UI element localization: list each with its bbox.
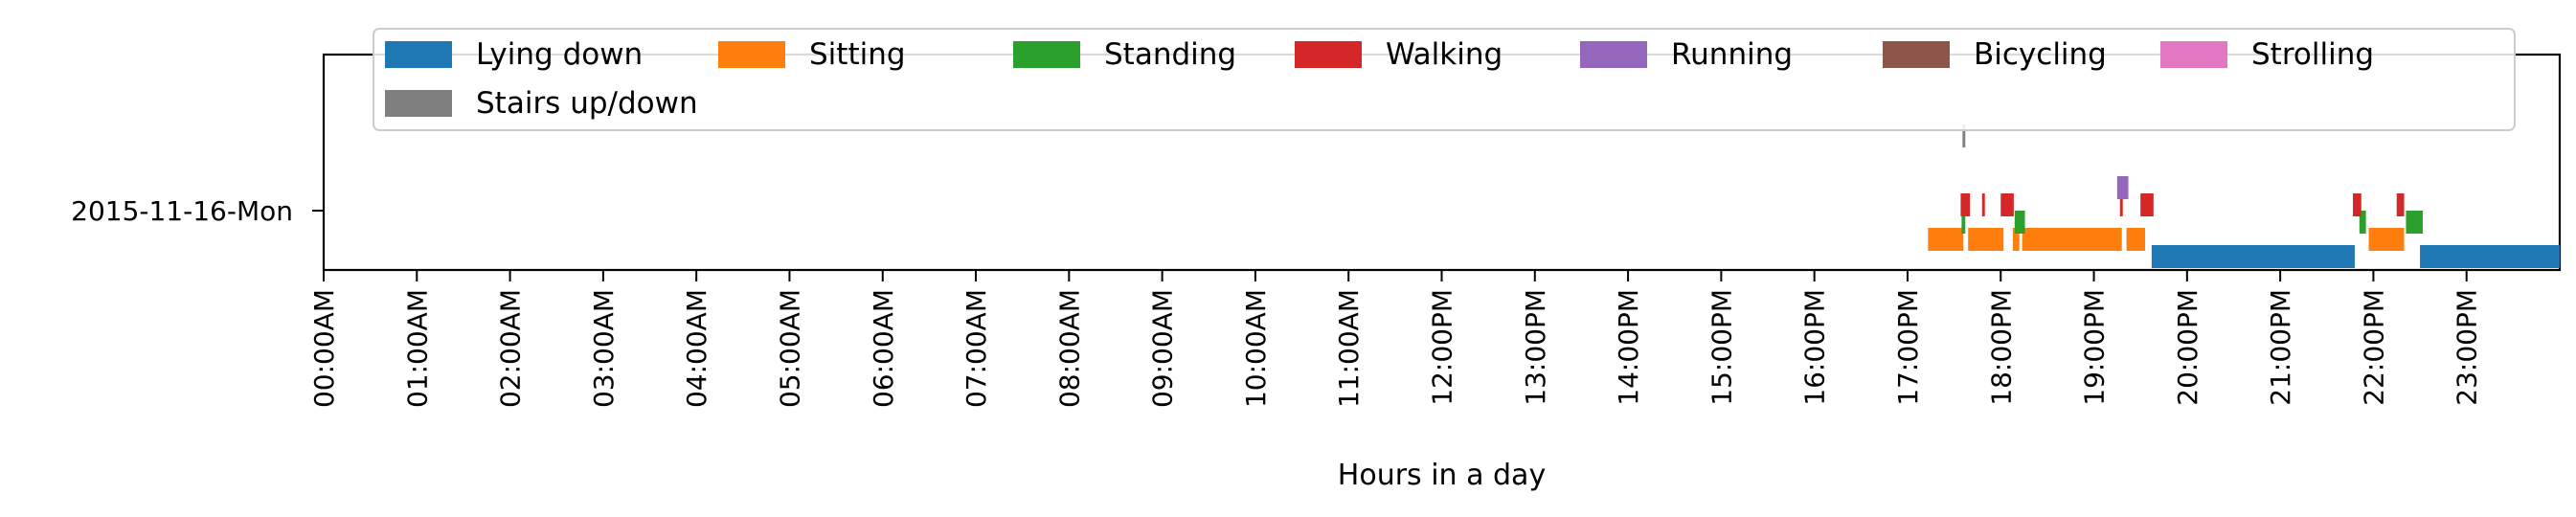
- x-tick-label: 03:00AM: [588, 289, 620, 408]
- legend-swatch-running: [1580, 41, 1647, 68]
- bar-sitting-1: [1968, 228, 2004, 251]
- x-axis-label: Hours in a day: [1338, 459, 1546, 492]
- bar-walking-1: [1981, 193, 1985, 216]
- legend-swatch-bicycling: [1883, 41, 1950, 68]
- bar-sitting-2: [2012, 228, 2020, 251]
- legend-label-strolling: Strolling: [2251, 37, 2374, 72]
- legend-swatch-sitting: [718, 41, 785, 68]
- x-tick-label: 08:00AM: [1053, 289, 1085, 408]
- x-tick-label: 10:00AM: [1240, 289, 1272, 408]
- legend-swatch-strolling: [2160, 41, 2227, 68]
- bar-sitting-4: [2126, 228, 2146, 251]
- bar-sitting-5: [2368, 228, 2405, 251]
- x-tick-label: 00:00AM: [308, 289, 340, 408]
- bar-sitting-0: [1928, 228, 1964, 251]
- x-tick-label: 09:00AM: [1147, 289, 1179, 408]
- x-tick-label: 18:00PM: [1985, 289, 2017, 406]
- bar-lying-down-0: [2151, 245, 2355, 268]
- x-tick-label: 07:00AM: [960, 289, 992, 408]
- x-tick-label: 05:00AM: [774, 289, 805, 408]
- x-tick-label: 15:00PM: [1706, 289, 1737, 406]
- bar-running-0: [2116, 176, 2129, 199]
- x-tick-label: 01:00AM: [401, 289, 433, 408]
- bar-standing-0: [1961, 211, 1966, 234]
- bar-walking-6: [2396, 193, 2405, 216]
- bar-lying-down-1: [2420, 245, 2560, 268]
- bar-walking-3: [2119, 193, 2123, 216]
- x-tick-label: 22:00PM: [2358, 289, 2389, 406]
- x-tick-label: 21:00PM: [2265, 289, 2296, 406]
- bar-sitting-3: [2022, 228, 2122, 251]
- legend: Lying down Sitting Standing Walking Running B…: [373, 28, 2516, 131]
- x-tick-label: 23:00PM: [2452, 289, 2483, 406]
- activity-marks: [1928, 124, 2560, 268]
- x-tick-label: 04:00AM: [681, 289, 712, 408]
- row-label: 2015-11-16-Mon: [71, 195, 293, 227]
- x-tick-label: 13:00PM: [1520, 289, 1551, 406]
- legend-swatch-lying-down: [385, 41, 452, 68]
- bar-standing-1: [2014, 211, 2025, 234]
- legend-swatch-walking: [1295, 41, 1362, 68]
- bar-walking-2: [2000, 193, 2014, 216]
- legend-label-stairs-up-down: Stairs up/down: [476, 86, 698, 121]
- x-tick-label: 11:00AM: [1333, 289, 1365, 408]
- legend-box: [373, 28, 2516, 131]
- bar-walking-0: [1960, 193, 1971, 216]
- bar-walking-4: [2140, 193, 2154, 216]
- legend-label-running: Running: [1671, 37, 1793, 72]
- x-tick-label: 20:00PM: [2172, 289, 2203, 406]
- legend-swatch-stairs-up-down: [385, 90, 452, 117]
- bar-standing-2: [2359, 211, 2366, 234]
- legend-label-standing: Standing: [1104, 37, 1236, 72]
- legend-label-lying-down: Lying down: [476, 37, 643, 72]
- legend-swatch-standing: [1013, 41, 1080, 68]
- legend-label-walking: Walking: [1386, 37, 1503, 72]
- x-tick-label: 06:00AM: [868, 289, 899, 408]
- x-tick-label: 14:00PM: [1613, 289, 1644, 406]
- x-tick-label: 19:00PM: [2079, 289, 2111, 406]
- bar-stairs-up-down-0: [1962, 124, 1966, 147]
- x-tick-label: 12:00PM: [1427, 289, 1458, 406]
- x-tick-label: 16:00PM: [1799, 289, 1831, 406]
- x-tick-label: 17:00PM: [1892, 289, 1924, 406]
- bar-standing-3: [2406, 211, 2423, 234]
- legend-label-bicycling: Bicycling: [1974, 37, 2107, 72]
- bar-walking-5: [2353, 193, 2361, 216]
- x-tick-label: 02:00AM: [495, 289, 527, 408]
- axes: 2015-11-16-Mon 00:00AM 01:00AM 02:00AM 03:00…: [71, 195, 2483, 492]
- legend-label-sitting: Sitting: [809, 37, 906, 72]
